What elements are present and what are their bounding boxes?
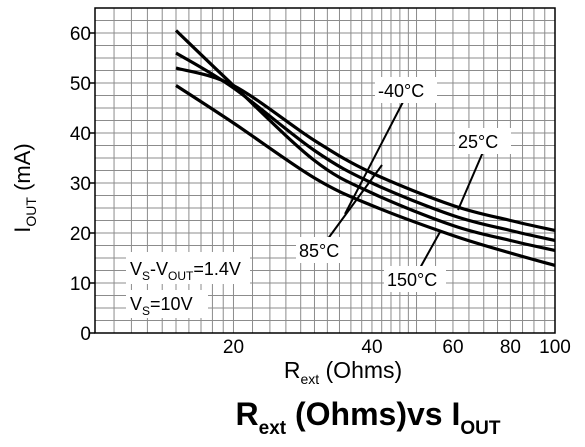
y-tick-label: 30 (70, 174, 91, 195)
series-label-85: 85°C (299, 241, 339, 261)
series-line-1 (175, 51, 556, 243)
y-tick-label: 20 (70, 224, 91, 245)
x-tick-label: 40 (361, 337, 382, 358)
x-tick-label: 80 (500, 337, 521, 358)
x-tick-label: 100 (539, 337, 571, 358)
tick-labels: 0 10 20 30 40 50 60 20 40 60 80 100 (70, 24, 571, 358)
y-tick-label: 60 (70, 24, 91, 45)
x-tick-label: 60 (442, 337, 463, 358)
condition-box: VS-VOUT=1.4V VS=10V (126, 252, 250, 318)
series-labels: -40°C 25°C 85°C 150°C (296, 77, 511, 292)
y-tick-label: 10 (70, 274, 91, 295)
y-tick-label: 40 (70, 124, 91, 145)
condition-vs-vout: VS-VOUT=1.4V (130, 259, 241, 283)
x-axis-label: Rext (Ohms) (284, 357, 402, 387)
series-line-3 (175, 84, 556, 268)
y-tick-label: 0 (80, 324, 91, 345)
curves (174, 29, 556, 268)
condition-vs: VS=10V (130, 294, 193, 318)
series-label-25: 25°C (458, 132, 498, 152)
series-line-2 (174, 29, 556, 253)
x-tick-label: 20 (223, 337, 244, 358)
y-axis-label: IOUT (mA) (10, 143, 39, 232)
axes (94, 7, 556, 334)
y-tick-label: 50 (70, 74, 91, 95)
series-label-m40: -40°C (378, 81, 424, 101)
plot-frame (94, 7, 556, 334)
series-label-150: 150°C (387, 270, 437, 290)
chart-title: Rext (Ohms)vs IOUT (236, 396, 501, 439)
